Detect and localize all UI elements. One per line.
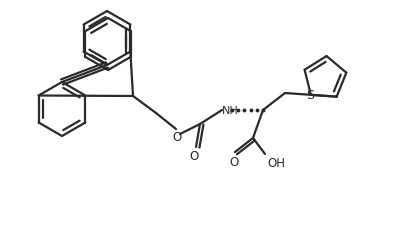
Text: OH: OH [267,156,285,169]
Text: O: O [172,131,182,143]
Text: O: O [189,149,199,162]
Text: S: S [306,89,314,102]
Text: NH: NH [222,106,239,116]
Text: O: O [229,155,239,168]
